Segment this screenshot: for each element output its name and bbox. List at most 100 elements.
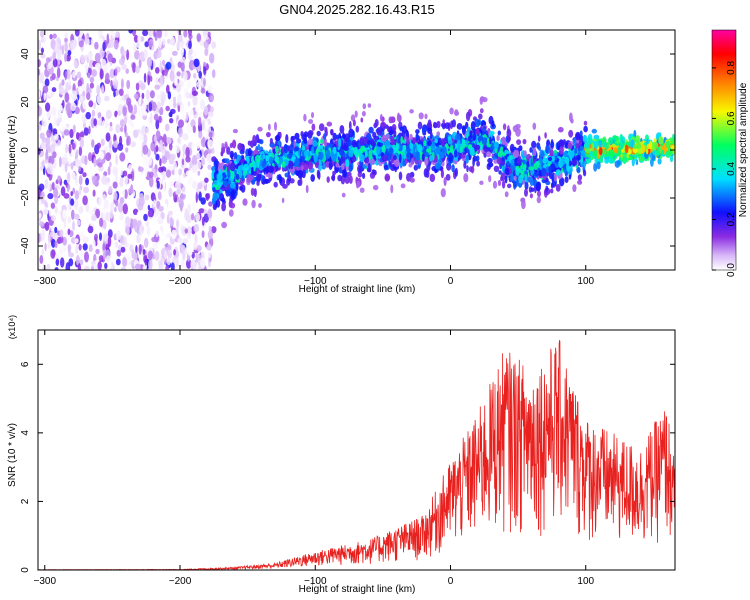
- heatmap-cell: [287, 174, 292, 183]
- heatmap-cell: [162, 179, 166, 190]
- heatmap-cell: [242, 198, 248, 206]
- heatmap-cell: [198, 70, 202, 79]
- heatmap-cell: [181, 259, 184, 268]
- heatmap-cell: [60, 186, 66, 197]
- heatmap-cell: [54, 267, 59, 270]
- heatmap-cell: [159, 158, 162, 167]
- heatmap-cell: [184, 247, 187, 256]
- heatmap-cell: [367, 103, 372, 108]
- heatmap-cell: [367, 162, 371, 173]
- heatmap-cell: [82, 172, 87, 178]
- x-tick-label: −200: [169, 276, 192, 287]
- heatmap-cell: [456, 123, 463, 130]
- heatmap-cell: [171, 229, 177, 240]
- heatmap-cell: [184, 87, 189, 94]
- heatmap-cell: [196, 81, 202, 88]
- heatmap-cell: [84, 155, 88, 166]
- heatmap-cell: [185, 170, 192, 177]
- heatmap-cell: [202, 136, 205, 148]
- heatmap-cell: [203, 105, 209, 116]
- bottom-x-ticks: −300 −200 −100 0 100: [33, 330, 595, 587]
- heatmap-cell: [440, 169, 444, 179]
- heatmap-cell: [157, 191, 162, 201]
- heatmap-cell: [99, 68, 104, 80]
- heatmap-cell: [169, 70, 175, 82]
- heatmap-cell: [229, 182, 236, 189]
- heatmap-cell: [169, 181, 175, 187]
- heatmap-cell: [146, 126, 150, 135]
- heatmap-cell: [425, 169, 430, 178]
- heatmap-cell: [166, 257, 171, 266]
- heatmap-cell: [198, 116, 202, 127]
- heatmap-cell: [178, 198, 184, 210]
- heatmap-cell: [172, 132, 177, 143]
- heatmap-cell: [469, 130, 473, 139]
- heatmap-cell: [487, 157, 493, 164]
- heatmap-cell: [88, 152, 92, 162]
- heatmap-cell: [479, 96, 483, 105]
- heatmap-cell: [149, 90, 155, 99]
- heatmap-cell: [78, 146, 83, 157]
- heatmap-cell: [296, 138, 302, 144]
- heatmap-cell: [141, 110, 148, 116]
- heatmap-cell: [208, 70, 213, 81]
- heatmap-cell: [153, 211, 158, 217]
- heatmap-cell: [130, 141, 137, 148]
- heatmap-cell: [266, 132, 271, 138]
- heatmap-cell: [318, 161, 323, 172]
- heatmap-cell: [176, 71, 181, 77]
- heatmap-cell: [589, 143, 593, 149]
- heatmap-cell: [174, 166, 178, 178]
- heatmap-cell: [207, 251, 211, 259]
- heatmap-cell: [497, 179, 502, 187]
- heatmap-cell: [201, 120, 205, 131]
- heatmap-cell: [55, 258, 60, 266]
- heatmap-cell: [38, 183, 45, 191]
- heatmap-cell: [38, 232, 41, 244]
- heatmap-cell: [243, 163, 249, 172]
- heatmap-cell: [230, 202, 236, 209]
- heatmap-cell: [616, 139, 620, 145]
- heatmap-cell: [342, 133, 346, 139]
- heatmap-cell: [415, 129, 420, 134]
- heatmap-cell: [406, 151, 411, 160]
- heatmap-cell: [528, 166, 534, 171]
- heatmap-cell: [162, 38, 166, 46]
- heatmap-cell: [388, 116, 394, 124]
- heatmap-cell: [89, 76, 95, 83]
- heatmap-cell: [128, 164, 132, 173]
- heatmap-cell: [54, 42, 61, 54]
- heatmap-cell: [40, 30, 45, 38]
- heatmap-cell: [232, 139, 237, 149]
- heatmap-cell: [475, 128, 480, 135]
- heatmap-cell: [117, 142, 124, 151]
- heatmap-cell: [356, 180, 361, 188]
- heatmap-cell: [345, 158, 350, 168]
- heatmap-cell: [94, 233, 98, 241]
- heatmap-cell: [45, 139, 50, 151]
- heatmap-cell: [85, 177, 90, 186]
- heatmap-cell: [461, 153, 466, 159]
- heatmap-cell: [283, 144, 289, 154]
- heatmap-cell: [192, 125, 196, 134]
- heatmap-cell: [70, 191, 73, 197]
- heatmap-cell: [417, 144, 423, 153]
- heatmap-cell: [122, 203, 128, 215]
- heatmap-cell: [500, 176, 504, 182]
- heatmap-cell: [51, 249, 56, 258]
- heatmap-cell: [529, 147, 533, 153]
- heatmap-cell: [510, 173, 514, 183]
- heatmap-cell: [125, 147, 129, 153]
- heatmap-cell: [128, 187, 134, 194]
- heatmap-cell: [311, 112, 314, 119]
- heatmap-cell: [104, 95, 110, 102]
- heatmap-cell: [90, 220, 94, 228]
- heatmap-cell: [493, 141, 499, 150]
- heatmap-cell: [67, 228, 71, 236]
- heatmap-cell: [328, 157, 332, 163]
- heatmap-cell: [62, 236, 67, 246]
- heatmap-cell: [197, 170, 201, 176]
- top-x-ticks: −300 −200 −100 0 100: [33, 30, 595, 287]
